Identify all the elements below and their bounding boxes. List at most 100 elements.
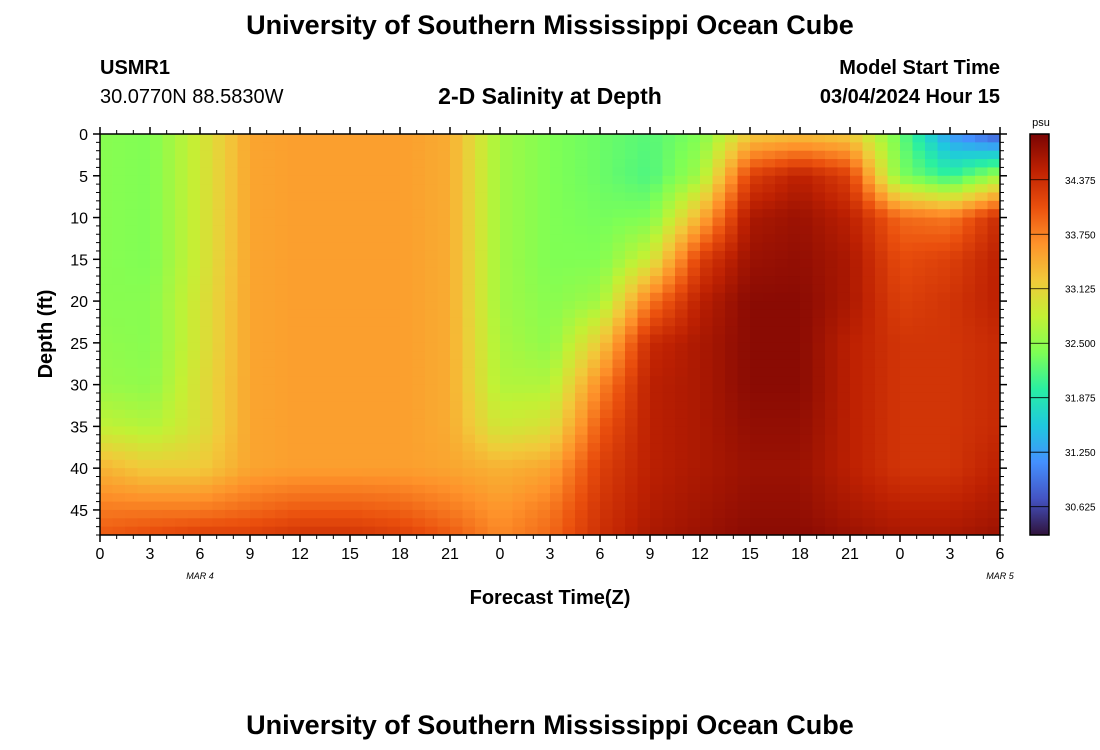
- heatmap-cell: [800, 443, 814, 453]
- heatmap-cell: [325, 384, 339, 394]
- heatmap-cell: [312, 317, 326, 327]
- heatmap-cell: [287, 309, 301, 319]
- heatmap-cell: [600, 200, 614, 210]
- heatmap-cell: [725, 384, 739, 394]
- heatmap-cell: [812, 351, 826, 361]
- heatmap-cell: [875, 376, 889, 386]
- heatmap-cell: [762, 434, 776, 444]
- heatmap-cell: [987, 242, 1000, 252]
- heatmap-cell: [262, 317, 276, 327]
- heatmap-cell: [212, 317, 226, 327]
- heatmap-cell: [762, 418, 776, 427]
- heatmap-cell: [975, 342, 989, 352]
- heatmap-cell: [675, 234, 689, 244]
- heatmap-cell: [987, 200, 1000, 210]
- heatmap-cell: [662, 509, 676, 519]
- heatmap-cell: [250, 401, 264, 411]
- heatmap-cell: [400, 518, 414, 528]
- heatmap-cell: [837, 409, 851, 419]
- heatmap-cell: [512, 443, 526, 453]
- heatmap-cell: [475, 334, 489, 344]
- heatmap-cell: [962, 334, 976, 344]
- heatmap-cell: [937, 376, 951, 386]
- heatmap-cell: [887, 418, 901, 427]
- heatmap-cell: [450, 451, 464, 461]
- heatmap-cell: [862, 468, 876, 478]
- heatmap-cell: [775, 276, 789, 285]
- heatmap-cell: [300, 267, 314, 277]
- heatmap-cell: [650, 434, 664, 444]
- heatmap-cell: [112, 509, 126, 519]
- heatmap-cell: [687, 443, 701, 453]
- heatmap-cell: [912, 317, 926, 327]
- heatmap-cell: [412, 359, 426, 369]
- heatmap-cell: [412, 342, 426, 352]
- heatmap-cell: [487, 142, 501, 152]
- heatmap-cell: [987, 476, 1000, 486]
- heatmap-cell: [462, 326, 476, 336]
- heatmap-cell: [975, 401, 989, 411]
- heatmap-cell: [500, 451, 514, 461]
- heatmap-cell: [187, 142, 201, 152]
- heatmap-cell: [575, 493, 589, 503]
- heatmap-cell: [712, 142, 726, 152]
- heatmap-cell: [700, 426, 714, 436]
- heatmap-cell: [737, 242, 751, 252]
- heatmap-cell: [862, 142, 876, 152]
- heatmap-cell: [562, 434, 576, 444]
- heatmap-cell: [950, 342, 964, 352]
- heatmap-cell: [512, 292, 526, 302]
- heatmap-cell: [837, 309, 851, 319]
- heatmap-cell: [900, 276, 914, 285]
- heatmap-cell: [725, 225, 739, 235]
- heatmap-cell: [425, 167, 439, 177]
- heatmap-cell: [400, 192, 414, 202]
- heatmap-cell: [287, 443, 301, 453]
- heatmap-cell: [925, 418, 939, 427]
- heatmap-cell: [100, 209, 114, 219]
- heatmap-cell: [525, 443, 539, 453]
- heatmap-cell: [887, 292, 901, 302]
- heatmap-cell: [450, 250, 464, 260]
- heatmap-cell: [287, 342, 301, 352]
- heatmap-cell: [850, 443, 864, 453]
- heatmap-cell: [412, 409, 426, 419]
- heatmap-cell: [300, 276, 314, 285]
- heatmap-cell: [375, 359, 389, 369]
- heatmap-cell: [837, 367, 851, 377]
- heatmap-cell: [712, 192, 726, 202]
- heatmap-cell: [962, 234, 976, 244]
- heatmap-cell: [237, 351, 251, 361]
- heatmap-cell: [775, 526, 789, 535]
- heatmap-cell: [375, 284, 389, 294]
- heatmap-cell: [900, 476, 914, 486]
- heatmap-cell: [562, 484, 576, 494]
- heatmap-cell: [712, 317, 726, 327]
- heatmap-cell: [225, 518, 239, 528]
- heatmap-cell: [212, 209, 226, 219]
- heatmap-cell: [362, 242, 376, 252]
- heatmap-cell: [537, 443, 551, 453]
- heatmap-cell: [462, 476, 476, 486]
- heatmap-cell: [537, 284, 551, 294]
- heatmap-cell: [500, 150, 514, 160]
- heatmap-cell: [700, 443, 714, 453]
- y-tick-label: 20: [70, 294, 88, 311]
- heatmap-cell: [987, 292, 1000, 302]
- heatmap-cell: [837, 351, 851, 361]
- heatmap-cell: [837, 250, 851, 260]
- heatmap-cell: [300, 476, 314, 486]
- heatmap-cell: [312, 342, 326, 352]
- heatmap-cell: [800, 326, 814, 336]
- heatmap-cell: [175, 526, 189, 535]
- heatmap-cell: [925, 159, 939, 169]
- heatmap-cell: [975, 392, 989, 402]
- heatmap-cell: [187, 234, 201, 244]
- heatmap-cell: [675, 225, 689, 235]
- heatmap-cell: [912, 200, 926, 210]
- heatmap-cell: [587, 234, 601, 244]
- heatmap-cell: [575, 526, 589, 535]
- heatmap-cell: [875, 468, 889, 478]
- heatmap-cell: [200, 342, 214, 352]
